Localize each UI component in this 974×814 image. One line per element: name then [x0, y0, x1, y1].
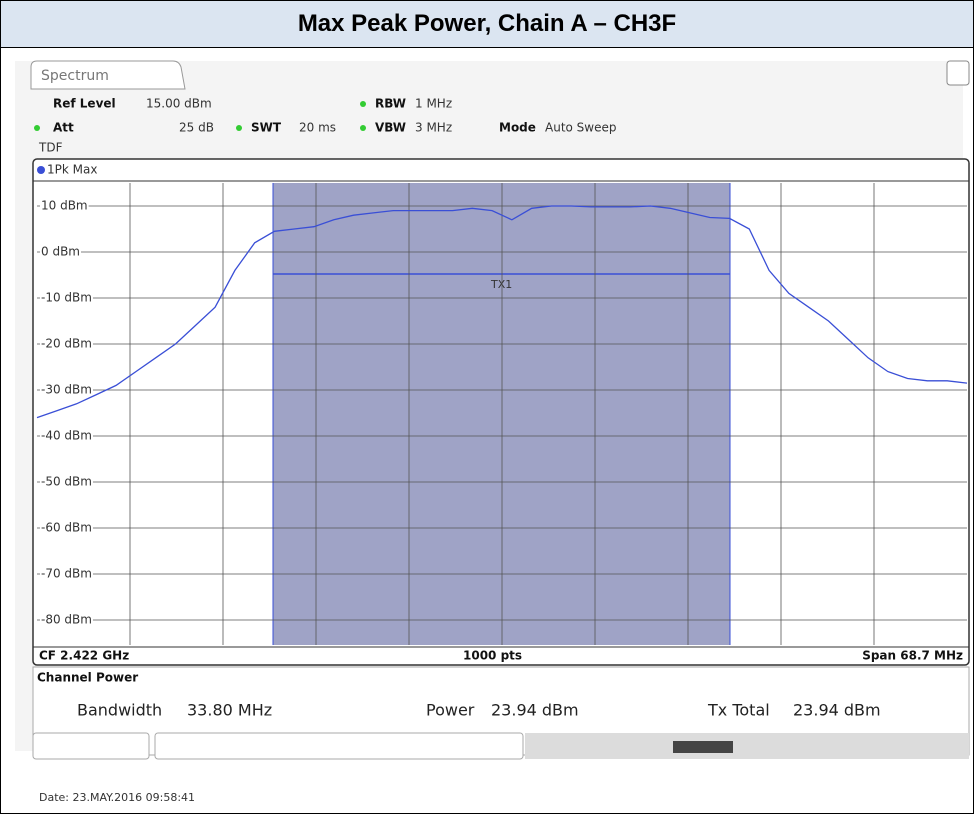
tick-label-bg [40, 428, 93, 443]
tick-label-bg [40, 474, 93, 489]
tab-label: Spectrum [41, 68, 109, 84]
y-tick-label: -10 dBm [41, 291, 92, 305]
label: Tx Total [707, 701, 770, 720]
dot [34, 125, 40, 131]
trace [36, 205, 968, 419]
figure-title: Max Peak Power, Chain A – CH3F [1, 1, 973, 48]
span: Span 68.7 MHz [862, 649, 963, 663]
value: 23.94 dBm [491, 701, 579, 720]
value: 15.00 dBm [146, 97, 212, 111]
value: 3 MHz [415, 121, 452, 135]
tick-label-bg [40, 336, 93, 351]
tick-label-bg [40, 566, 93, 581]
value: 33.80 MHz [187, 701, 272, 720]
cp-title: Channel Power [37, 671, 138, 685]
menu-icon[interactable] [946, 60, 970, 86]
status-field [32, 732, 150, 760]
channel-label: TX1 [490, 278, 512, 291]
tick-label-bg [40, 290, 93, 305]
tdf: TDF [38, 141, 63, 155]
tick-label-bg [40, 520, 93, 535]
progress [673, 741, 733, 753]
label: SWT [251, 121, 282, 135]
trace-label: 1Pk Max [47, 163, 97, 177]
label: Ref Level [53, 97, 116, 111]
y-tick-label: 0 dBm [41, 245, 80, 259]
channel-band [273, 183, 730, 645]
date: Date: 23.MAY.2016 09:58:41 [39, 791, 195, 804]
tick-label-bg [40, 612, 93, 627]
trace-dot [37, 166, 45, 174]
tick-label-bg [40, 382, 93, 397]
y-tick-label: -30 dBm [41, 383, 92, 397]
tab[interactable] [30, 60, 186, 90]
dot [236, 125, 242, 131]
y-tick-label: -50 dBm [41, 475, 92, 489]
tick-label-bg [40, 198, 89, 213]
status-bar [525, 733, 969, 759]
label: Att [53, 121, 74, 135]
label: Power [426, 701, 475, 720]
value: 20 ms [299, 121, 336, 135]
y-tick-label: -70 dBm [41, 567, 92, 581]
points: 1000 pts [463, 649, 522, 663]
dot [360, 101, 366, 107]
y-tick-label: -60 dBm [41, 521, 92, 535]
y-tick-label: -80 dBm [41, 613, 92, 627]
y-tick-label: 10 dBm [41, 199, 88, 213]
label: VBW [375, 121, 406, 135]
value: Auto Sweep [545, 121, 617, 135]
value: 23.94 dBm [793, 701, 881, 720]
label: Mode [499, 121, 536, 135]
value: 1 MHz [415, 97, 452, 111]
tick-label-bg [40, 244, 81, 259]
y-tick-label: -20 dBm [41, 337, 92, 351]
dot [360, 125, 366, 131]
status-field [154, 732, 524, 760]
label: RBW [375, 97, 406, 111]
y-tick-label: -40 dBm [41, 429, 92, 443]
value: 25 dB [179, 121, 214, 135]
cf: CF 2.422 GHz [39, 649, 129, 663]
analyzer-screen: Spectrum Ref Level 15.00 dBm RBW 1 MHz A… [15, 60, 970, 804]
label: Bandwidth [77, 701, 162, 720]
